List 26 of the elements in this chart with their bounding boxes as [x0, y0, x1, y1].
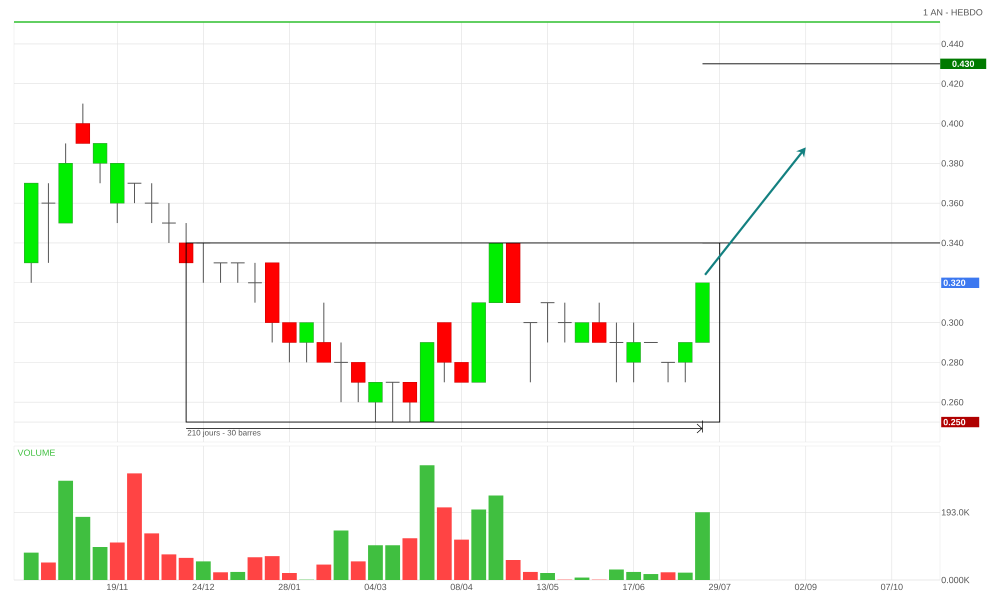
y-tick-label: 0.380: [942, 160, 964, 167]
y-tick-label: 0.340: [942, 240, 964, 246]
y-tick-label: 0.400: [942, 120, 964, 127]
x-tick-label: 04/03: [364, 584, 386, 590]
x-tick-label: 07/10: [880, 584, 903, 590]
y-tick-label: 0.000K: [942, 576, 970, 584]
y-tick-label: 0.360: [942, 200, 964, 206]
x-tick-label: 02/09: [794, 584, 817, 590]
x-tick-label: 28/01: [278, 584, 300, 590]
y-tick-label: 193.0K: [942, 509, 970, 516]
y-tick-label: 0.250: [944, 418, 966, 426]
y-tick-label: 0.320: [944, 280, 966, 286]
x-tick-label: 24/12: [192, 584, 214, 590]
y-tick-label: 0.260: [942, 399, 964, 406]
y-tick-label: 0.420: [942, 80, 964, 87]
x-tick-label: 19/11: [107, 584, 128, 590]
y-tick-label: 0.300: [942, 319, 964, 326]
x-tick-label: 17/06: [623, 584, 644, 590]
x-tick-label: 08/04: [450, 584, 472, 590]
y-tick-label: 0.280: [942, 359, 964, 366]
x-tick-label: 29/07: [708, 584, 730, 590]
x-tick-label: 13/05: [537, 584, 558, 590]
chart-title: VOLUME: [18, 450, 55, 456]
y-tick-label: 0.440: [942, 40, 964, 48]
ref-line-label: 0.430: [952, 60, 974, 67]
chart-title: 1 AN - HEBDO: [924, 9, 982, 16]
